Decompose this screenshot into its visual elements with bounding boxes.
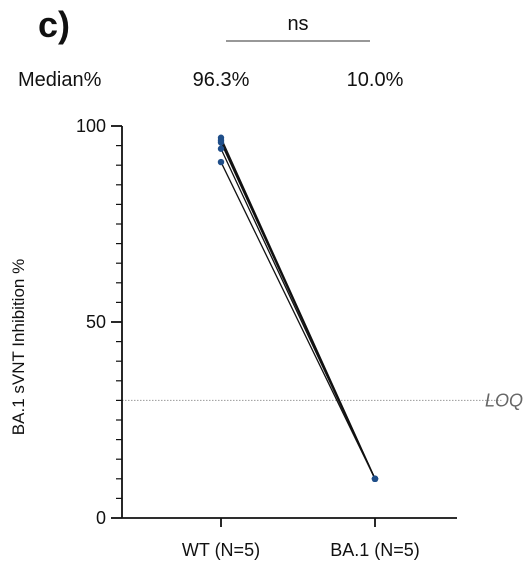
data-point	[371, 475, 379, 482]
pair-line	[220, 148, 376, 480]
median-value-wt: 96.3%	[193, 69, 250, 91]
data-point	[217, 145, 225, 152]
y-axis-title: BA.1 sVNT Inhibition %	[9, 259, 28, 435]
significance-label: ns	[287, 13, 308, 35]
paired-lines	[220, 137, 376, 480]
y-tick-label: 100	[76, 116, 106, 136]
y-tick-label: 50	[86, 312, 106, 332]
data-point	[217, 158, 225, 166]
data-point	[217, 139, 225, 146]
y-tick-label: 0	[96, 508, 106, 528]
median-row-label: Median%	[18, 69, 102, 91]
loq-label: LOQ	[485, 390, 523, 410]
median-value-ba1: 10.0%	[347, 69, 404, 91]
x-tick-label: WT (N=5)	[182, 540, 260, 560]
data-points	[217, 134, 379, 482]
x-axis-ticks: WT (N=5) BA.1 (N=5)	[182, 518, 420, 560]
y-axis-ticks: 0 50 100	[76, 116, 122, 528]
pair-line	[220, 161, 376, 480]
x-tick-label: BA.1 (N=5)	[330, 540, 420, 560]
panel-label: c)	[38, 4, 70, 45]
